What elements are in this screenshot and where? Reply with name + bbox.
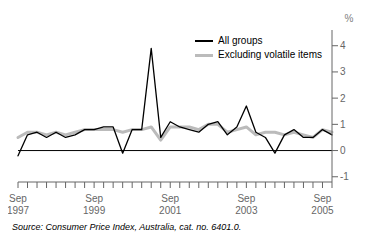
html-text:Source: Consumer Price Index,: Source: Consumer Price Index, Australia,… bbox=[12, 222, 242, 232]
svg-text:Sep1999: Sep1999 bbox=[83, 193, 106, 216]
svg-text:4: 4 bbox=[340, 40, 346, 51]
svg-text:3: 3 bbox=[340, 66, 346, 77]
html-text:Excluding volatile items: Excluding volatile items bbox=[218, 49, 322, 60]
svg-text:Sep2003: Sep2003 bbox=[235, 193, 258, 216]
svg-text:0: 0 bbox=[340, 145, 346, 156]
svg-text:%: % bbox=[345, 13, 354, 24]
html-text:All groups: All groups bbox=[218, 35, 263, 46]
svg-text:Sep2005: Sep2005 bbox=[311, 193, 334, 216]
svg-text:-1: -1 bbox=[340, 171, 349, 182]
svg-text:Sep1997: Sep1997 bbox=[8, 193, 30, 216]
svg-text:Sep2001: Sep2001 bbox=[159, 193, 182, 216]
svg-text:1: 1 bbox=[340, 119, 346, 130]
svg-text:2: 2 bbox=[340, 93, 346, 104]
